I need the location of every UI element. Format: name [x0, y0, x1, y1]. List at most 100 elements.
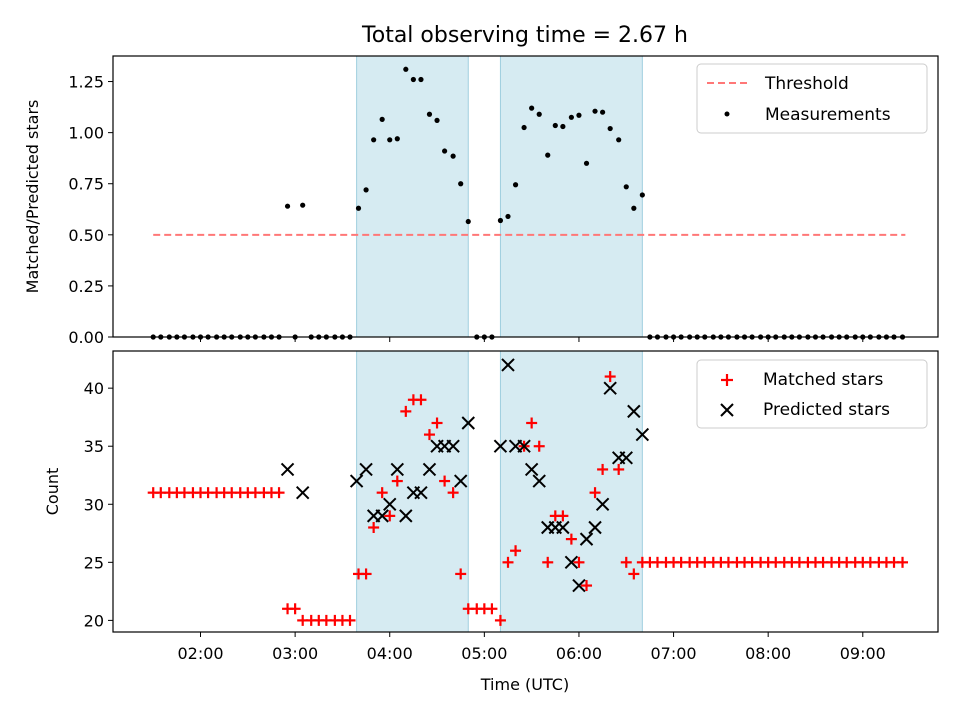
- bottom-shaded-interval-1: [499, 350, 643, 633]
- measurement-point: [631, 205, 637, 211]
- bottom-y-tick: 20: [84, 611, 113, 630]
- x-tick-label: 05:00: [461, 644, 507, 663]
- predicted-star-point: [564, 555, 579, 570]
- matched-star-point: [376, 487, 388, 499]
- predicted-star-point: [501, 358, 515, 372]
- measurement-point: [576, 112, 582, 118]
- x-tick: 04:00: [367, 632, 413, 663]
- matched-star-point: [423, 429, 435, 441]
- predicted-star-point: [532, 474, 546, 488]
- measurement-point: [394, 136, 400, 142]
- top-axes-frame: [112, 55, 939, 338]
- matched-star-point: [486, 603, 498, 615]
- matched-star-point: [368, 521, 380, 533]
- measurement-point: [592, 108, 598, 114]
- top-legend: Threshold Measurements: [696, 63, 928, 134]
- measurement-point: [568, 114, 574, 120]
- predicted-star-point: [556, 520, 570, 535]
- measurement-point: [371, 137, 377, 143]
- measurement-point: [536, 111, 542, 117]
- predicted-star-point: [635, 427, 650, 442]
- measurement-point: [379, 116, 385, 122]
- bottom-x-ticks: 02:00 03:00 04:00 05:00 06:00 07:00 08:00 09:00: [177, 632, 886, 663]
- top-y-tick: 1.00: [68, 124, 113, 143]
- matched-star-point: [613, 463, 625, 475]
- legend-matched-label: Matched stars: [763, 370, 883, 390]
- top-y-tick: 1.25: [68, 73, 113, 92]
- predicted-star-point: [280, 462, 295, 477]
- top-shaded-interval-0: [356, 55, 469, 338]
- predicted-star-point: [446, 439, 460, 453]
- matched-star-point: [628, 568, 640, 580]
- matched-star-point: [415, 394, 427, 406]
- bottom-legend: Matched stars Predicted stars: [696, 359, 928, 429]
- matched-star-point: [273, 487, 285, 499]
- measurement-point: [458, 181, 464, 187]
- predicted-star-point: [627, 404, 641, 419]
- measurement-point: [363, 187, 369, 193]
- bottom-legend-box: [696, 359, 928, 429]
- bottom-y-tick-label: 20: [84, 611, 104, 630]
- matched-star-point: [431, 417, 443, 429]
- predicted-star-point: [588, 520, 602, 535]
- matched-star-point: [439, 475, 451, 487]
- measurement-point: [418, 76, 424, 83]
- matched-star-point: [400, 405, 412, 417]
- x-tick: 02:00: [177, 632, 224, 663]
- matched-star-point: [581, 580, 593, 592]
- x-axis-label: Time (UTC): [480, 675, 569, 694]
- x-tick-label: 06:00: [556, 644, 602, 663]
- measurement-point: [545, 152, 551, 158]
- predicted-star-point: [517, 439, 531, 453]
- predicted-star-point: [422, 462, 437, 477]
- top-shaded-interval-1: [499, 55, 643, 338]
- measurement-point: [403, 66, 409, 72]
- measurement-point: [560, 123, 566, 130]
- bottom-y-tick-label: 35: [84, 437, 104, 456]
- x-tick-label: 08:00: [745, 644, 791, 663]
- measurement-point: [552, 122, 558, 129]
- top-y-ticks: 0.00 0.25 0.50 0.75 1.00 1.25: [68, 73, 113, 347]
- measurement-point: [387, 137, 393, 143]
- predicted-star-point: [295, 485, 310, 500]
- top-y-tick: 0.75: [68, 175, 113, 194]
- matched-star-point: [620, 556, 632, 568]
- measurement-points: [150, 66, 906, 340]
- bottom-y-axis-label: Count: [43, 468, 62, 516]
- bottom-y-tick-label: 25: [84, 553, 104, 572]
- matched-star-point: [557, 510, 569, 522]
- top-y-tick-label: 0.00: [68, 328, 104, 347]
- predicted-star-point: [595, 497, 610, 511]
- legend-predicted-label: Predicted stars: [763, 400, 890, 420]
- matched-star-point: [344, 614, 356, 626]
- predicted-star-point: [579, 532, 594, 546]
- matched-star-point: [455, 568, 467, 580]
- chart-title: Total observing time = 2.67 h: [361, 23, 688, 48]
- top-y-tick-label: 0.50: [68, 226, 104, 245]
- x-tick: 09:00: [840, 632, 886, 663]
- matched-star-point: [597, 463, 609, 475]
- measurement-point: [434, 117, 440, 123]
- bottom-y-ticks: 20 25 30 35 40: [84, 379, 113, 630]
- matched-star-point: [502, 556, 514, 568]
- predicted-star-point: [359, 462, 373, 477]
- measurement-point: [607, 125, 613, 132]
- legend-measurements-swatch: [724, 111, 730, 117]
- top-y-tick-label: 0.25: [68, 277, 104, 296]
- x-tick: 03:00: [272, 632, 318, 663]
- matched-star-point: [526, 417, 538, 429]
- matched-star-point: [391, 475, 403, 487]
- x-tick-label: 03:00: [272, 644, 318, 663]
- x-tick-label: 04:00: [367, 644, 413, 663]
- measurement-point: [497, 217, 504, 224]
- matched-star-point: [360, 568, 372, 580]
- top-y-tick: 0.50: [68, 226, 113, 245]
- bottom-panel: 20 25 30 35 40 02:00 03:00 04:00 05:00 06:00 07:0…: [43, 350, 939, 694]
- x-tick: 06:00: [556, 632, 602, 663]
- matched-star-point: [573, 556, 585, 568]
- top-y-tick: 0.00: [68, 328, 113, 347]
- top-y-tick: 0.25: [68, 277, 113, 296]
- matched-star-point: [604, 371, 616, 383]
- x-tick: 07:00: [651, 632, 697, 663]
- matched-star-point: [384, 510, 396, 522]
